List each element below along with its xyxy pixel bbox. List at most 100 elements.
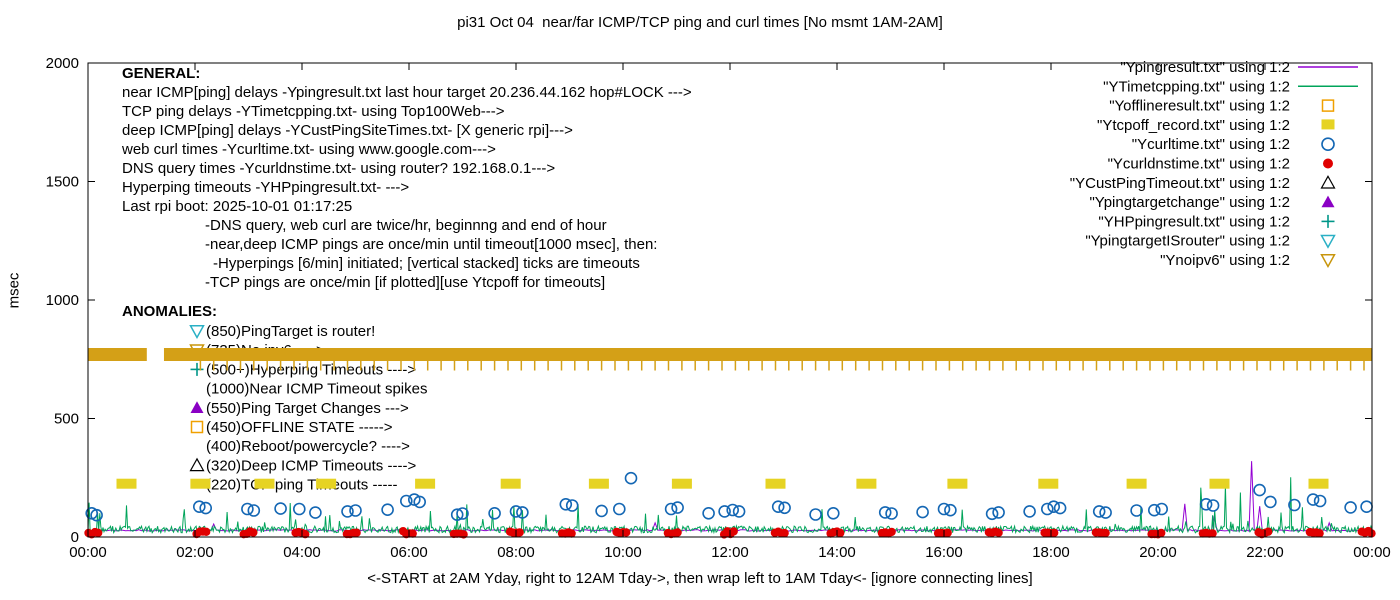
x-tick-label: 04:00 xyxy=(283,544,321,561)
curl-circle xyxy=(664,502,678,516)
curl-circle xyxy=(309,506,322,519)
dns-dot xyxy=(943,528,952,537)
curl-circle xyxy=(559,497,573,511)
noipv6-band xyxy=(88,348,147,361)
tcpoff-square xyxy=(765,478,786,489)
curl-circle xyxy=(1306,493,1320,506)
general-line: DNS query times -Ycurldnstime.txt- using… xyxy=(122,160,555,177)
general-line: Hyperping timeouts -YHPpingresult.txt- -… xyxy=(122,179,409,196)
anomaly-item: (1000)Near ICMP Timeout spikes xyxy=(206,381,427,398)
general-line: deep ICMP[ping] delays -YCustPingSiteTim… xyxy=(122,122,573,139)
dns-dot xyxy=(836,528,845,538)
curl-circle xyxy=(1313,494,1327,508)
tcpoff-square xyxy=(1308,478,1329,489)
x-tick-label: 18:00 xyxy=(1032,544,1070,561)
dns-dot xyxy=(408,529,417,538)
dns-dot xyxy=(1157,528,1166,538)
y-tick-label: 500 xyxy=(54,411,79,428)
x-axis-label: <-START at 2AM Yday, right to 12AM Tday-… xyxy=(367,570,1033,587)
curl-circle xyxy=(771,500,785,514)
open-square-marker xyxy=(1321,99,1335,112)
curl-circle xyxy=(341,505,354,518)
tcpoff-square xyxy=(856,478,877,489)
dns-dot xyxy=(352,528,361,537)
tcpoff-square xyxy=(947,478,968,489)
dns-dot xyxy=(673,528,682,537)
open-circle-marker xyxy=(1321,137,1335,151)
general-line: Last rpi boot: 2025-10-01 01:17:25 xyxy=(122,198,352,215)
curl-circle xyxy=(1253,483,1266,497)
curl-circle xyxy=(878,506,892,519)
curl-circle xyxy=(937,502,951,516)
curl-circle xyxy=(732,505,746,518)
x-tick-label: 00:00 xyxy=(69,544,107,561)
x-tick-label: 06:00 xyxy=(390,544,428,561)
general-subline: -near,deep ICMP pings are once/min until… xyxy=(205,236,657,253)
curl-circle xyxy=(274,502,287,515)
curl-circle xyxy=(241,502,254,516)
dns-dot xyxy=(301,530,310,539)
legend-label: "Ycurltime.txt" using 1:2 xyxy=(1132,136,1290,153)
x-tick-label: 10:00 xyxy=(604,544,642,561)
curl-circle xyxy=(1199,497,1213,511)
curl-circle xyxy=(1148,503,1161,517)
legend-label: "YTimetcpping.txt" using 1:2 xyxy=(1103,78,1290,95)
legend-label: "Yofflineresult.txt" using 1:2 xyxy=(1109,98,1290,115)
filled-circle-marker xyxy=(1323,158,1333,169)
dns-dot xyxy=(994,528,1003,537)
legend-label: "Ycurldnstime.txt" using 1:2 xyxy=(1108,156,1290,173)
anomaly-item: (400)Reboot/powercycle? ----> xyxy=(206,438,410,455)
tcpoff-square xyxy=(415,478,436,489)
anomaly-item: (220)TCP ping Timeouts ----- xyxy=(206,477,397,494)
filled-square-marker xyxy=(1321,119,1335,130)
curl-circle xyxy=(1264,495,1277,509)
x-tick-label: 12:00 xyxy=(711,544,749,561)
tcpoff-square xyxy=(190,478,211,489)
dns-dot xyxy=(1264,527,1273,536)
general-subline: -Hyperpings [6/min] initiated; [vertical… xyxy=(213,255,640,272)
tcpoff-square xyxy=(500,478,521,489)
x-tick-label: 20:00 xyxy=(1139,544,1177,561)
general-line: near ICMP[ping] delays -Ypingresult.txt … xyxy=(122,84,692,101)
curl-circle xyxy=(199,501,212,515)
filled-triangle-marker xyxy=(1321,195,1335,208)
anomaly-item: (500+)Hyperping Timeouts ----> xyxy=(206,361,416,378)
curl-circle xyxy=(809,508,822,521)
legend-label: "Ypingtargetchange" using 1:2 xyxy=(1089,194,1290,211)
tcpoff-square xyxy=(588,478,609,489)
curl-circle xyxy=(612,502,626,516)
y-tick-label: 1000 xyxy=(46,292,79,309)
curl-circle xyxy=(413,495,427,509)
curl-circle xyxy=(488,506,501,520)
curl-circle xyxy=(1130,504,1143,517)
curl-circle xyxy=(671,501,684,514)
general-heading: GENERAL: xyxy=(122,65,200,82)
curl-circle xyxy=(992,506,1005,519)
general-subline: -DNS query, web curl are twice/hr, begin… xyxy=(205,217,607,234)
chart-title: pi31 Oct 04 near/far ICMP/TCP ping and c… xyxy=(457,14,943,31)
open-tri-down-marker xyxy=(1320,234,1336,249)
legend-label: "Ypingresult.txt" using 1:2 xyxy=(1120,59,1290,76)
curl-circle xyxy=(399,494,413,508)
curl-circle xyxy=(1092,505,1106,518)
curl-circle xyxy=(1041,502,1054,516)
dns-dot xyxy=(1101,528,1110,538)
curl-circle xyxy=(565,499,579,512)
general-line: TCP ping delays -YTimetcpping.txt- using… xyxy=(122,103,505,120)
anomaly-item: (850)PingTarget is router! xyxy=(206,323,375,340)
open-tri-down-marker xyxy=(1320,254,1336,269)
curl-circle xyxy=(1288,498,1301,512)
legend-label: "Ynoipv6" using 1:2 xyxy=(1160,252,1290,269)
dns-dot xyxy=(622,528,631,537)
dns-dot xyxy=(202,527,211,536)
dns-dot xyxy=(249,528,258,537)
general-subline: -TCP pings are once/min [if plotted][use… xyxy=(205,274,605,291)
tcpoff-square xyxy=(254,478,275,489)
curl-circle xyxy=(595,504,608,518)
tcpoff-square xyxy=(316,478,337,489)
dns-dot xyxy=(515,528,524,537)
y-tick-label: 2000 xyxy=(46,55,79,72)
curl-circle xyxy=(1047,500,1060,514)
open-square-marker xyxy=(190,420,204,434)
